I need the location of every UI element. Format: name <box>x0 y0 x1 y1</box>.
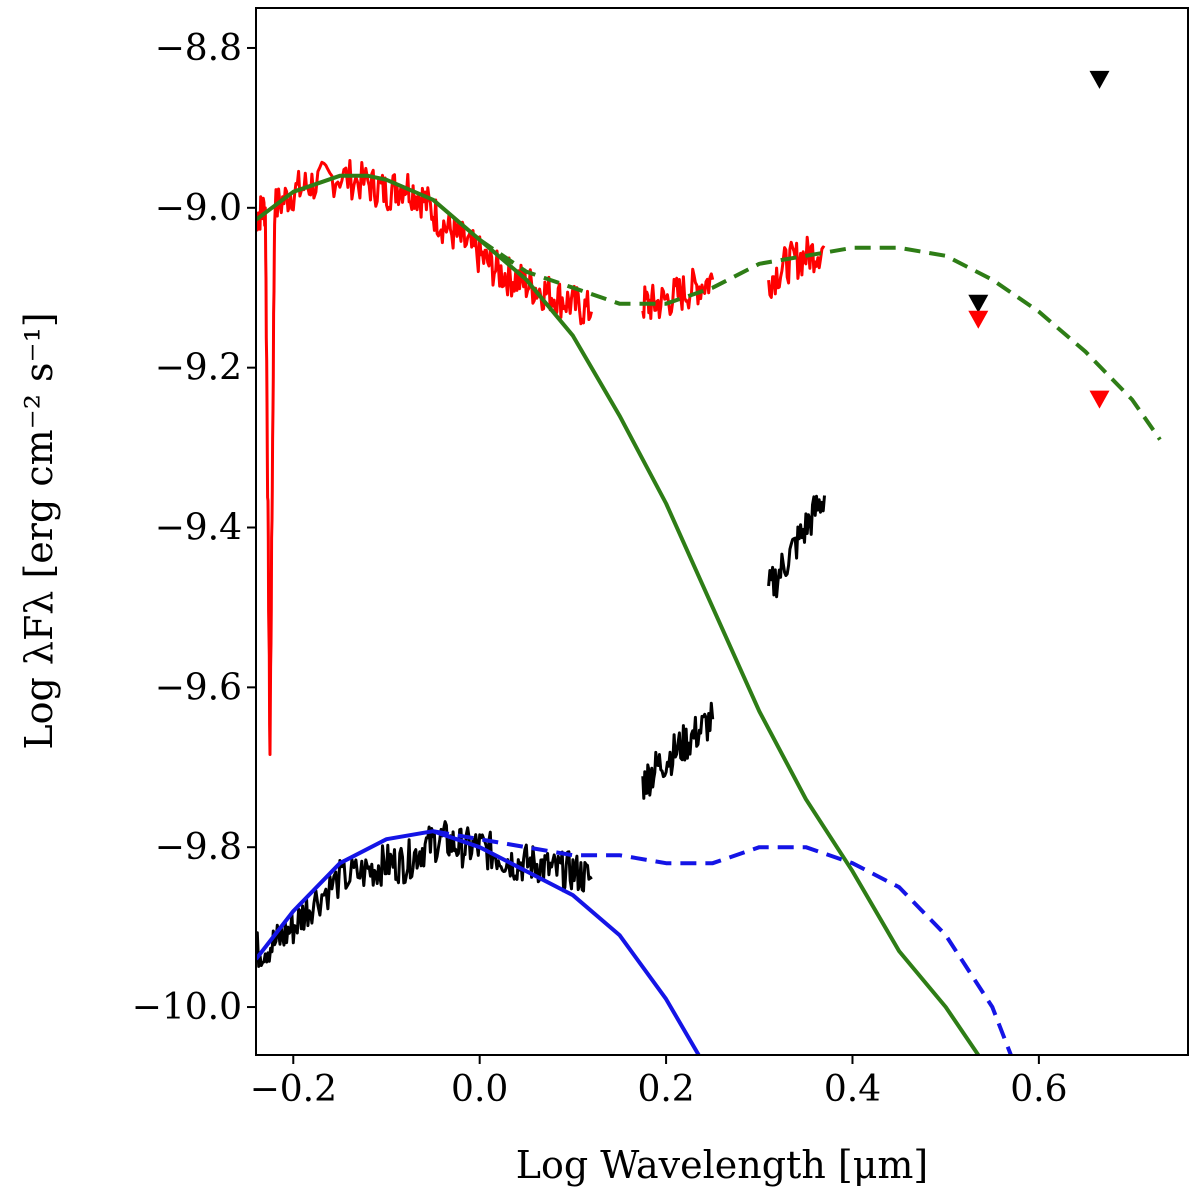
y-tick-label: −9.8 <box>155 827 242 868</box>
y-tick-label: −8.8 <box>155 28 242 69</box>
series-line-3 <box>256 820 593 968</box>
y-tick-label: −9.2 <box>155 348 242 389</box>
x-tick-label: 0.6 <box>1010 1069 1067 1110</box>
x-tick-label: 0.0 <box>451 1069 508 1110</box>
x-tick-label: 0.4 <box>824 1069 881 1110</box>
y-axis-label: Log λFλ [erg cm⁻² s⁻¹] <box>17 312 61 749</box>
plot-frame <box>255 7 1189 1056</box>
x-axis-label: Log Wavelength [μm] <box>516 1143 929 1187</box>
axis-ticks: −0.2 0.0 0.2 0.4 0.6 −8.8 −9.0 −9.2 −9.4 −9.6 −9.8… <box>132 28 1068 1110</box>
x-tick-label: 0.2 <box>637 1069 694 1110</box>
y-tick-label: −9.4 <box>155 508 242 549</box>
y-tick-label: −9.6 <box>155 667 242 708</box>
y-tick-label: −9.0 <box>155 188 242 229</box>
series-line-4 <box>641 701 715 800</box>
upper-limit-marker-2 <box>968 310 989 329</box>
upper-limit-marker-3 <box>1089 390 1110 409</box>
series-line-5 <box>767 494 826 599</box>
series-line-1 <box>641 267 715 320</box>
upper-limit-marker-0 <box>968 294 989 313</box>
y-tick-label: −10.0 <box>132 987 242 1028</box>
series-line-2 <box>767 235 826 299</box>
upper-limit-marker-1 <box>1089 70 1110 89</box>
series-line-6 <box>256 173 980 1055</box>
series-line-8 <box>256 829 701 1055</box>
series-line-7 <box>478 238 1162 441</box>
x-tick-label: −0.2 <box>250 1069 337 1110</box>
plot-area <box>256 70 1162 1055</box>
series-line-0 <box>256 159 593 756</box>
series-line-9 <box>432 829 1013 1055</box>
